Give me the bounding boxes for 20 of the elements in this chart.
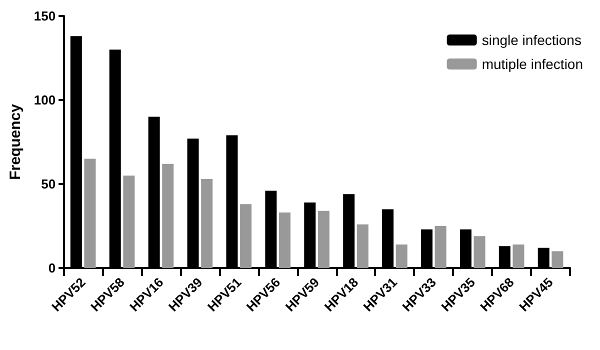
legend-label: single infections xyxy=(482,32,582,48)
legend-label: mutiple infection xyxy=(482,56,584,72)
bar xyxy=(162,164,174,268)
bar xyxy=(552,251,564,268)
y-tick-label: 50 xyxy=(41,176,56,192)
bar xyxy=(318,210,330,268)
bar xyxy=(201,178,213,268)
bar xyxy=(84,158,96,268)
bar xyxy=(474,236,486,268)
y-tick-label: 100 xyxy=(34,92,56,108)
y-tick-label: 150 xyxy=(34,8,56,24)
bar xyxy=(434,226,446,268)
bar xyxy=(278,212,290,268)
bar xyxy=(240,204,252,268)
bar xyxy=(356,224,368,268)
bar xyxy=(123,176,135,268)
y-tick-label: 0 xyxy=(48,260,56,276)
bar xyxy=(512,244,524,268)
bar xyxy=(396,244,408,268)
y-axis-title: Frequency xyxy=(7,103,24,180)
